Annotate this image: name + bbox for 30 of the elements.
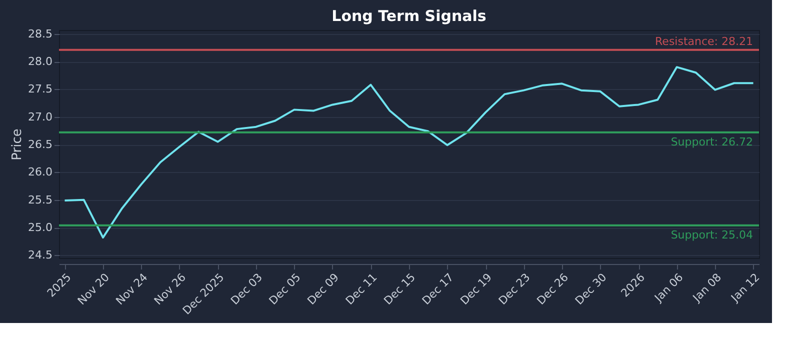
y-tick-label: 27.5 xyxy=(28,82,52,96)
y-tick-label: 25.0 xyxy=(28,221,52,234)
y-tick-label: 28.0 xyxy=(28,55,52,68)
x-tick-label: Dec 15 xyxy=(381,270,418,308)
ref-line-label: Support: 25.04 xyxy=(670,228,753,242)
chart-title: Long Term Signals xyxy=(332,6,486,25)
y-tick-label: 27.0 xyxy=(28,110,52,124)
x-tick-label: Dec 11 xyxy=(343,270,380,308)
x-tick-label: Dec 19 xyxy=(458,270,494,308)
x-tick-label: Jan 08 xyxy=(690,270,724,306)
x-tick-label: Jan 12 xyxy=(728,270,762,306)
ref-line-label: Resistance: 28.21 xyxy=(655,34,753,48)
y-tick-label: 24.5 xyxy=(28,248,52,262)
x-tick-label: Dec 03 xyxy=(228,270,265,308)
x-tick-label: Jan 06 xyxy=(651,270,686,306)
x-tick-label: Dec 09 xyxy=(304,270,342,308)
x-tick-label: Nov 20 xyxy=(75,270,112,308)
ref-line-label: Support: 26.72 xyxy=(670,135,753,148)
y-tick-label: 25.5 xyxy=(28,193,52,206)
y-axis-title: Price xyxy=(10,128,26,160)
y-tick-label: 28.5 xyxy=(28,27,52,40)
x-tick-label: Dec 30 xyxy=(572,270,610,308)
x-tick-label: Dec 23 xyxy=(496,270,533,308)
x-tick-label: Dec 17 xyxy=(420,270,456,308)
x-tick-label: Nov 24 xyxy=(113,270,150,308)
y-tick-label: 26.5 xyxy=(28,138,52,152)
x-tick-label: Dec 05 xyxy=(266,270,304,308)
x-tick-label: Dec 26 xyxy=(534,270,571,308)
y-tick-label: 26.0 xyxy=(28,166,52,179)
line-series xyxy=(64,66,754,239)
